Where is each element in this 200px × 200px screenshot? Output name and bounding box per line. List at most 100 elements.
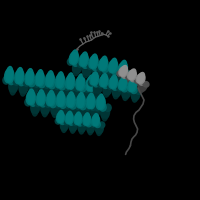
Ellipse shape — [121, 63, 127, 75]
Ellipse shape — [124, 87, 131, 98]
Ellipse shape — [104, 84, 110, 97]
Ellipse shape — [29, 81, 36, 94]
Ellipse shape — [40, 83, 47, 98]
Ellipse shape — [73, 103, 80, 116]
Ellipse shape — [100, 56, 107, 70]
Ellipse shape — [46, 93, 53, 106]
Ellipse shape — [39, 80, 45, 88]
Ellipse shape — [79, 122, 85, 134]
Ellipse shape — [102, 67, 109, 79]
Ellipse shape — [32, 101, 38, 116]
Ellipse shape — [98, 123, 103, 133]
Ellipse shape — [78, 121, 84, 132]
Ellipse shape — [68, 114, 73, 124]
Ellipse shape — [29, 92, 35, 105]
Ellipse shape — [48, 90, 54, 105]
Ellipse shape — [49, 93, 55, 106]
Ellipse shape — [132, 89, 139, 102]
Ellipse shape — [63, 120, 68, 130]
Ellipse shape — [117, 85, 123, 91]
Ellipse shape — [121, 75, 128, 86]
Ellipse shape — [129, 79, 136, 91]
Ellipse shape — [54, 82, 60, 89]
Ellipse shape — [94, 83, 101, 95]
Ellipse shape — [118, 79, 125, 90]
Ellipse shape — [111, 78, 118, 89]
Ellipse shape — [6, 66, 13, 82]
Ellipse shape — [30, 99, 36, 106]
Ellipse shape — [82, 63, 89, 75]
Ellipse shape — [59, 94, 65, 107]
Ellipse shape — [110, 58, 117, 72]
Ellipse shape — [99, 97, 105, 109]
Ellipse shape — [59, 113, 65, 123]
Ellipse shape — [31, 101, 37, 113]
Ellipse shape — [19, 80, 26, 93]
Ellipse shape — [121, 68, 128, 77]
Ellipse shape — [45, 100, 51, 107]
Ellipse shape — [72, 85, 79, 99]
Ellipse shape — [33, 101, 40, 113]
Ellipse shape — [3, 76, 10, 84]
Ellipse shape — [55, 75, 62, 88]
Ellipse shape — [100, 104, 106, 111]
Ellipse shape — [23, 78, 30, 86]
Ellipse shape — [105, 84, 112, 95]
Ellipse shape — [123, 75, 130, 84]
Ellipse shape — [113, 86, 120, 99]
Ellipse shape — [89, 96, 95, 109]
Ellipse shape — [16, 68, 23, 83]
Ellipse shape — [72, 53, 79, 65]
Ellipse shape — [86, 96, 93, 109]
Ellipse shape — [143, 81, 149, 87]
Ellipse shape — [87, 122, 92, 132]
Ellipse shape — [61, 120, 67, 132]
Ellipse shape — [11, 79, 18, 92]
Ellipse shape — [121, 74, 128, 83]
Ellipse shape — [93, 66, 100, 80]
Ellipse shape — [121, 71, 128, 83]
Ellipse shape — [121, 73, 127, 78]
Ellipse shape — [65, 113, 71, 124]
Ellipse shape — [73, 62, 80, 76]
Ellipse shape — [56, 94, 63, 107]
Ellipse shape — [107, 83, 113, 89]
Ellipse shape — [81, 52, 88, 66]
Ellipse shape — [58, 75, 65, 88]
Ellipse shape — [42, 102, 48, 117]
Ellipse shape — [28, 79, 35, 87]
Ellipse shape — [55, 101, 61, 108]
Ellipse shape — [112, 70, 119, 84]
Ellipse shape — [15, 70, 22, 84]
Ellipse shape — [49, 83, 56, 96]
Ellipse shape — [81, 87, 88, 102]
Ellipse shape — [79, 54, 86, 66]
Ellipse shape — [98, 81, 104, 88]
Ellipse shape — [86, 78, 93, 91]
Ellipse shape — [74, 84, 81, 92]
Ellipse shape — [122, 87, 128, 98]
Ellipse shape — [138, 72, 145, 83]
Ellipse shape — [99, 122, 105, 128]
Ellipse shape — [134, 89, 140, 100]
Ellipse shape — [76, 95, 83, 108]
Ellipse shape — [90, 87, 97, 100]
Ellipse shape — [81, 104, 87, 117]
Ellipse shape — [82, 61, 89, 68]
Ellipse shape — [122, 72, 129, 86]
Ellipse shape — [85, 115, 91, 125]
Ellipse shape — [109, 77, 115, 88]
Ellipse shape — [26, 92, 33, 104]
Ellipse shape — [20, 81, 27, 96]
Ellipse shape — [52, 103, 58, 117]
Ellipse shape — [93, 87, 99, 101]
Ellipse shape — [43, 101, 50, 114]
Ellipse shape — [138, 75, 145, 84]
Ellipse shape — [13, 77, 20, 85]
Ellipse shape — [65, 101, 71, 109]
Ellipse shape — [60, 120, 66, 130]
Ellipse shape — [91, 57, 98, 69]
Ellipse shape — [97, 65, 103, 71]
Ellipse shape — [80, 102, 86, 110]
Ellipse shape — [18, 78, 25, 86]
